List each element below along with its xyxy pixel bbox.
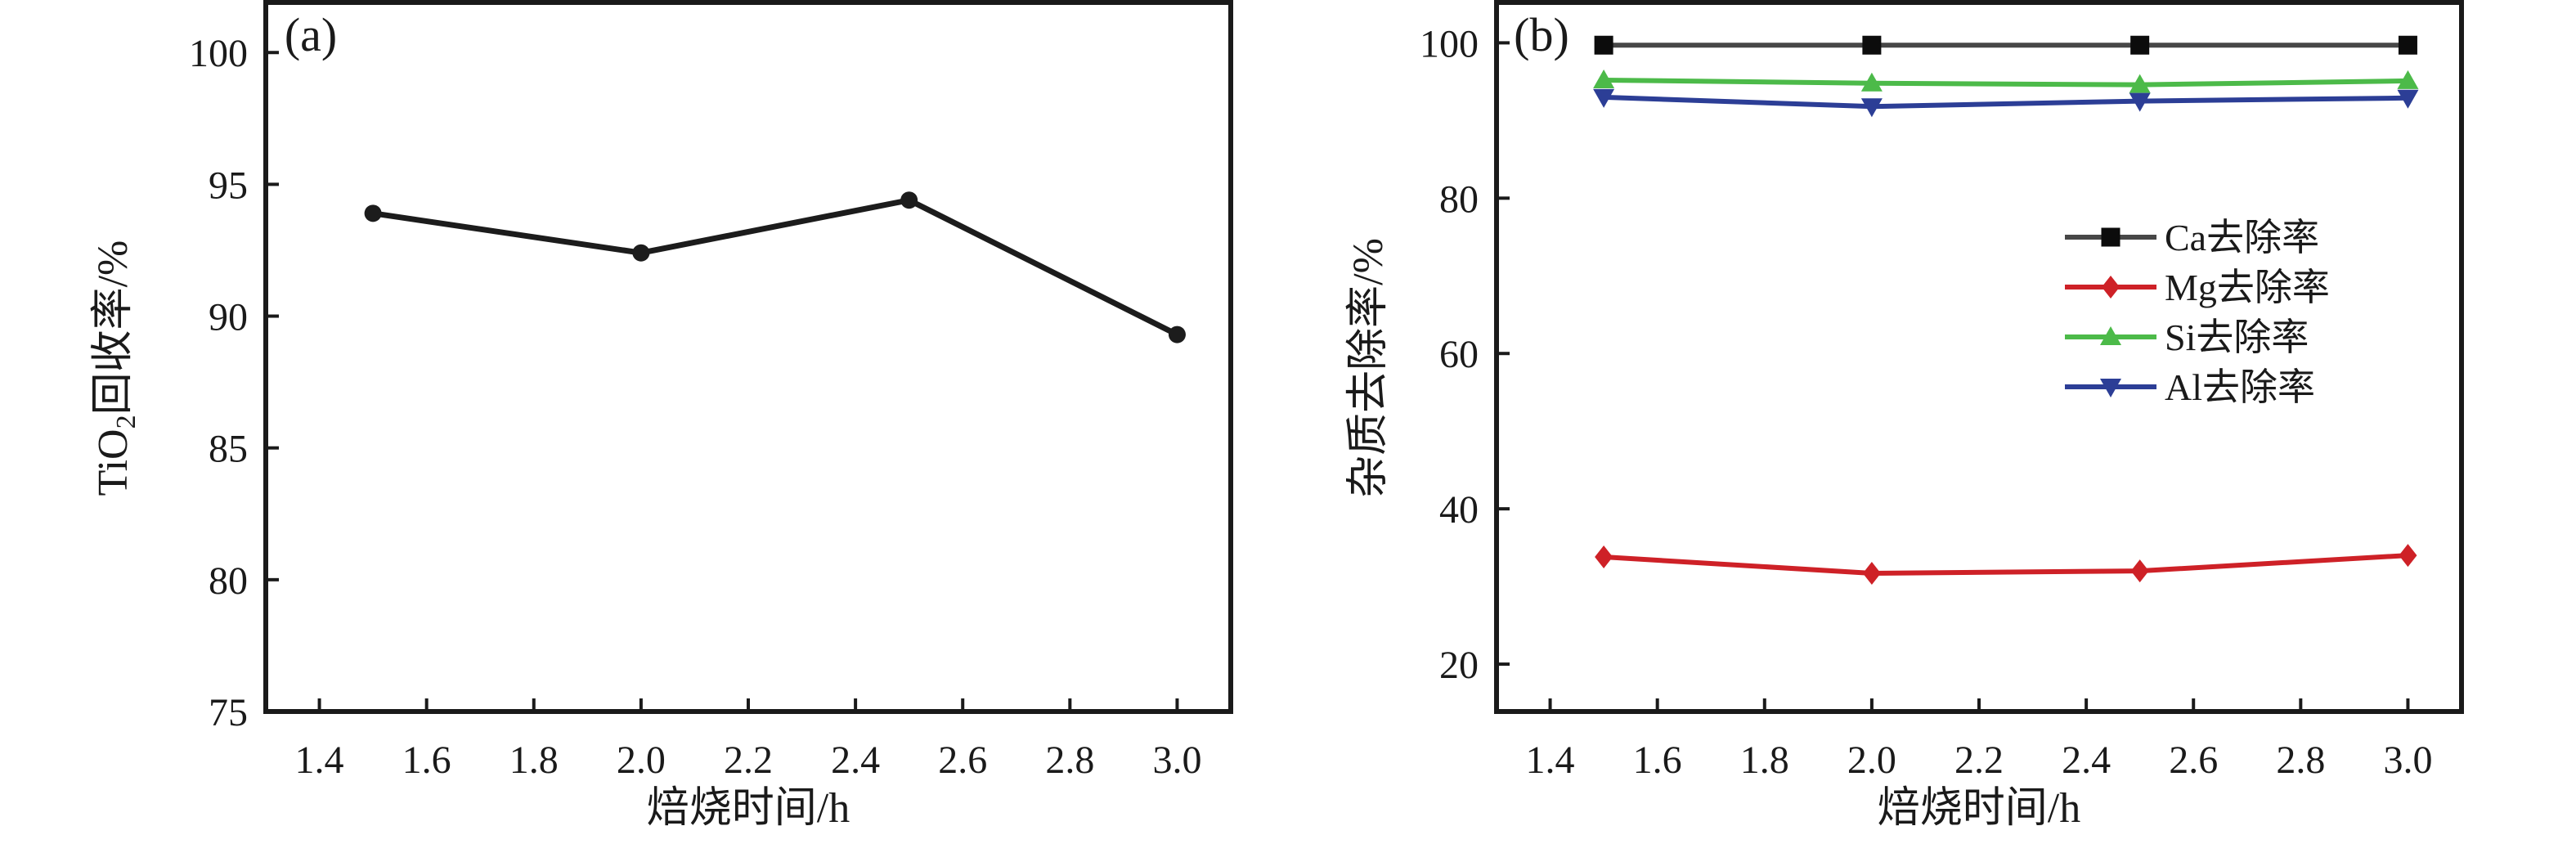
y-axis-label: 杂质去除率/% [1345, 238, 1392, 498]
y-tick-label: 85 [209, 428, 248, 471]
series-line [1604, 77, 2408, 88]
legend-label: Mg去除率 [2165, 267, 2330, 308]
series-Si去除率 [1593, 69, 2419, 93]
Mg去除率-marker [2130, 559, 2149, 583]
x-tick-label: 1.4 [295, 738, 344, 782]
panel-b: 1.4 1.6 1.8 2.0 2.2 2.4 2.6 2.8 3.0 20 40 60 80 100 Ca… [1288, 0, 2576, 844]
x-tick-label: 1.6 [1633, 738, 1682, 782]
TiO2回收率-marker [900, 191, 918, 209]
x-tick-label: 2.4 [2062, 738, 2111, 782]
x-tick-label: 2.6 [938, 738, 987, 782]
legend-label: Al去除率 [2165, 366, 2315, 408]
plot-border [1494, 0, 2464, 714]
panel-b-chart: 1.4 1.6 1.8 2.0 2.2 2.4 2.6 2.8 3.0 20 40 60 80 100 Ca… [1345, 0, 2464, 832]
x-tick-label: 1.8 [1740, 738, 1789, 782]
Al去除率-marker [1860, 98, 1883, 118]
x-tick-label: 1.8 [509, 738, 559, 782]
y-tick-label: 100 [1420, 22, 1479, 65]
TiO2回收率-marker [632, 244, 650, 262]
x-tick-label: 2.6 [2169, 738, 2218, 782]
Ca去除率-marker [1594, 35, 1613, 55]
Si去除率-marker [1593, 69, 1615, 88]
axes: 1.4 1.6 1.8 2.0 2.2 2.4 2.6 2.8 3.0 75 80 85 90 95 100 [189, 32, 1201, 782]
Si去除率-marker [2397, 70, 2419, 89]
legend-Al去除率-marker [2100, 379, 2121, 397]
Ca去除率-marker [2130, 35, 2150, 55]
plot-border [263, 0, 1233, 714]
legend-Ca去除率-marker [2101, 227, 2120, 247]
x-axis-label: 焙烧时间/h [647, 785, 850, 832]
x-tick-label: 2.2 [724, 738, 773, 782]
TiO2回收率-marker [364, 204, 382, 222]
y-tick-label: 80 [1439, 177, 1479, 221]
Mg去除率-marker [1862, 561, 1881, 585]
legend-Mg去除率-marker [2102, 276, 2120, 299]
Mg去除率-marker [2399, 544, 2417, 568]
x-tick-label: 2.8 [1045, 738, 1094, 782]
legend-label: Ca去除率 [2165, 217, 2319, 258]
legend: Ca去除率 Mg去除率 Si去除率 Al去除率 [2065, 217, 2330, 408]
panel-tag: (b) [1514, 8, 1569, 61]
x-tick-label: 2.8 [2276, 738, 2325, 782]
x-tick-label: 1.4 [1526, 738, 1575, 782]
y-tick-label: 75 [209, 691, 248, 734]
series-Al去除率 [1593, 88, 2419, 118]
Mg去除率-marker [1595, 545, 1613, 569]
series-Mg去除率 [1595, 544, 2417, 585]
x-tick-label: 2.0 [1847, 738, 1896, 782]
x-axis-label: 焙烧时间/h [1878, 785, 2080, 832]
TiO2回收率-marker [1168, 325, 1186, 343]
y-tick-label: 20 [1439, 644, 1479, 687]
series-line [372, 197, 1179, 338]
y-tick-label: 100 [189, 32, 248, 75]
Ca去除率-marker [2398, 35, 2417, 55]
panel-tag: (a) [285, 8, 337, 61]
y-tick-label: 40 [1439, 488, 1479, 532]
Al去除率-marker [2397, 89, 2419, 109]
Ca去除率-marker [1862, 35, 1882, 55]
x-tick-label: 3.0 [1152, 738, 1201, 782]
series-line [1604, 94, 2408, 110]
x-tick-label: 2.2 [1954, 738, 2004, 782]
Al去除率-marker [2129, 92, 2151, 112]
Al去除率-marker [1593, 88, 1615, 108]
series-TiO2回收率 [364, 191, 1186, 343]
y-tick-label: 80 [209, 559, 248, 603]
y-tick-label: 60 [1439, 333, 1479, 376]
panel-a-chart: 1.4 1.6 1.8 2.0 2.2 2.4 2.6 2.8 3.0 75 80 85 90 95 100… [90, 0, 1233, 832]
legend-Si去除率-marker [2100, 326, 2121, 345]
y-axis-label: TiO2回收率/% [90, 240, 141, 496]
Si去除率-marker [2129, 74, 2151, 93]
panel-a: 1.4 1.6 1.8 2.0 2.2 2.4 2.6 2.8 3.0 75 80 85 90 95 100… [90, 0, 1233, 832]
axes: 1.4 1.6 1.8 2.0 2.2 2.4 2.6 2.8 3.0 20 40 60 80 100 [1420, 22, 2432, 782]
x-tick-label: 2.4 [831, 738, 880, 782]
y-tick-label: 95 [209, 164, 248, 207]
legend-label: Si去除率 [2165, 316, 2309, 358]
y-tick-label: 90 [209, 296, 248, 339]
x-tick-label: 2.0 [617, 738, 666, 782]
Si去除率-marker [1860, 72, 1883, 92]
x-tick-label: 3.0 [2383, 738, 2432, 782]
series-line [1603, 553, 2408, 576]
x-tick-label: 1.6 [402, 738, 451, 782]
series-Ca去除率 [1594, 35, 2417, 55]
